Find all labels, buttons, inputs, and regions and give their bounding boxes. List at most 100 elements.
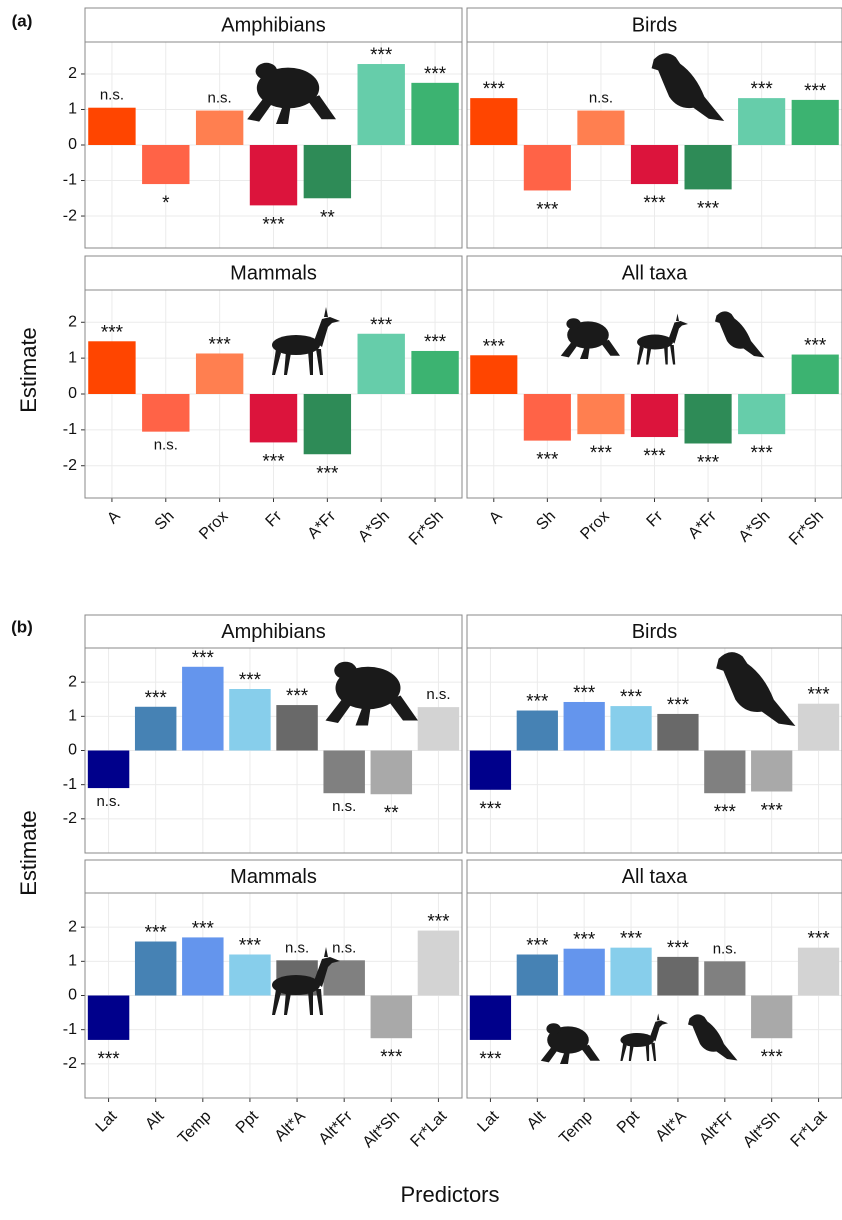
significance-label: n.s. [208, 90, 232, 107]
significance-label: *** [424, 64, 447, 85]
x-tick-label: Ppt [233, 1107, 262, 1136]
y-tick-label: 1 [68, 101, 77, 118]
bar [182, 937, 224, 996]
significance-label: n.s. [332, 798, 356, 815]
significance-label: *** [209, 334, 232, 355]
bar [577, 394, 625, 435]
bar [751, 750, 793, 792]
plot-frame [84, 892, 463, 1099]
y-tick-label: 2 [68, 673, 77, 690]
significance-label: *** [479, 1049, 502, 1070]
y-tick-label: -2 [63, 1055, 77, 1072]
bar [470, 98, 518, 145]
x-tick-label: Alt*Fr [696, 1107, 737, 1148]
x-tick-label: Fr [263, 507, 286, 530]
shape [566, 318, 581, 330]
x-tick-label: Alt*Sh [360, 1108, 403, 1151]
plot-frame [84, 41, 463, 249]
significance-label: *** [667, 938, 690, 959]
significance-label: *** [239, 936, 262, 957]
significance-label: *** [370, 315, 393, 336]
bar [523, 145, 571, 191]
shape [540, 1044, 600, 1064]
x-tick-label: Fr*Sh [406, 508, 447, 549]
bar [249, 394, 298, 443]
significance-label: *** [697, 453, 720, 474]
silhouette-bird [716, 652, 796, 726]
bar [563, 701, 605, 751]
bar [142, 394, 190, 432]
bar [303, 145, 352, 199]
facet-title: Birds [632, 621, 678, 643]
significance-label: n.s. [285, 939, 309, 956]
bar [791, 99, 839, 145]
significance-label: *** [479, 799, 502, 820]
silhouette-frog [560, 318, 620, 359]
significance-label: *** [192, 918, 215, 939]
x-tick-label: Alt*Sh [740, 1108, 783, 1151]
significance-label: *** [751, 443, 774, 464]
bar [134, 706, 177, 751]
bar [469, 750, 512, 790]
plot-frame [84, 289, 463, 499]
x-axis-title: Predictors [400, 1182, 499, 1207]
bar [684, 394, 732, 444]
significance-label: n.s. [100, 87, 124, 104]
significance-label: n.s. [332, 939, 356, 956]
significance-label: *** [192, 648, 215, 669]
silhouette-deer [620, 1013, 668, 1061]
y-tick-label: -1 [63, 776, 77, 793]
significance-label: *** [620, 929, 643, 950]
significance-label: *** [714, 802, 737, 823]
silhouette-deer [272, 307, 340, 375]
bar [797, 947, 840, 996]
y-tick-label: -1 [63, 421, 77, 438]
shape [637, 313, 688, 365]
significance-label: *** [145, 688, 168, 709]
x-tick-label: Alt*A [653, 1108, 690, 1145]
facet-title: Mammals [230, 866, 317, 888]
bar [684, 145, 732, 190]
x-tick-label: Sh [152, 508, 178, 534]
x-tick-label: A*Fr [305, 507, 340, 542]
bar [88, 107, 136, 145]
bar [516, 710, 558, 751]
plot-frame [466, 289, 842, 499]
facet-title: All taxa [622, 866, 688, 888]
facet-title: Birds [632, 14, 678, 36]
bar [417, 707, 460, 751]
y-tick-label: -2 [63, 810, 77, 827]
y-tick-label: 1 [68, 349, 77, 366]
strip [466, 859, 842, 894]
bar [797, 703, 840, 751]
bar [704, 750, 746, 794]
panel-label: (b) [11, 617, 33, 636]
bar [704, 961, 746, 996]
significance-label: *** [643, 446, 666, 467]
bar [229, 954, 271, 996]
plot-frame [466, 892, 842, 1099]
x-tick-label: A*Sh [736, 508, 774, 546]
significance-label: *** [573, 683, 596, 704]
x-tick-label: Alt [524, 1107, 550, 1133]
shape [546, 1023, 561, 1035]
shape [637, 334, 673, 350]
significance-label: *** [807, 929, 830, 950]
shape [325, 695, 418, 726]
significance-label: *** [643, 193, 666, 214]
bar [357, 333, 405, 394]
significance-label: *** [526, 692, 549, 713]
x-tick-label: Lat [93, 1107, 121, 1135]
facet-title: All taxa [622, 262, 688, 284]
shape [272, 975, 320, 995]
bar [630, 394, 679, 438]
bar [630, 145, 679, 185]
bar [142, 145, 190, 185]
facet-title: Mammals [230, 262, 317, 284]
x-tick-label: A*Fr [685, 507, 720, 542]
y-tick-label: 2 [68, 313, 77, 330]
significance-label: ** [320, 207, 335, 228]
significance-label: *** [316, 463, 339, 484]
significance-label: *** [667, 695, 690, 716]
significance-label: *** [536, 450, 559, 471]
